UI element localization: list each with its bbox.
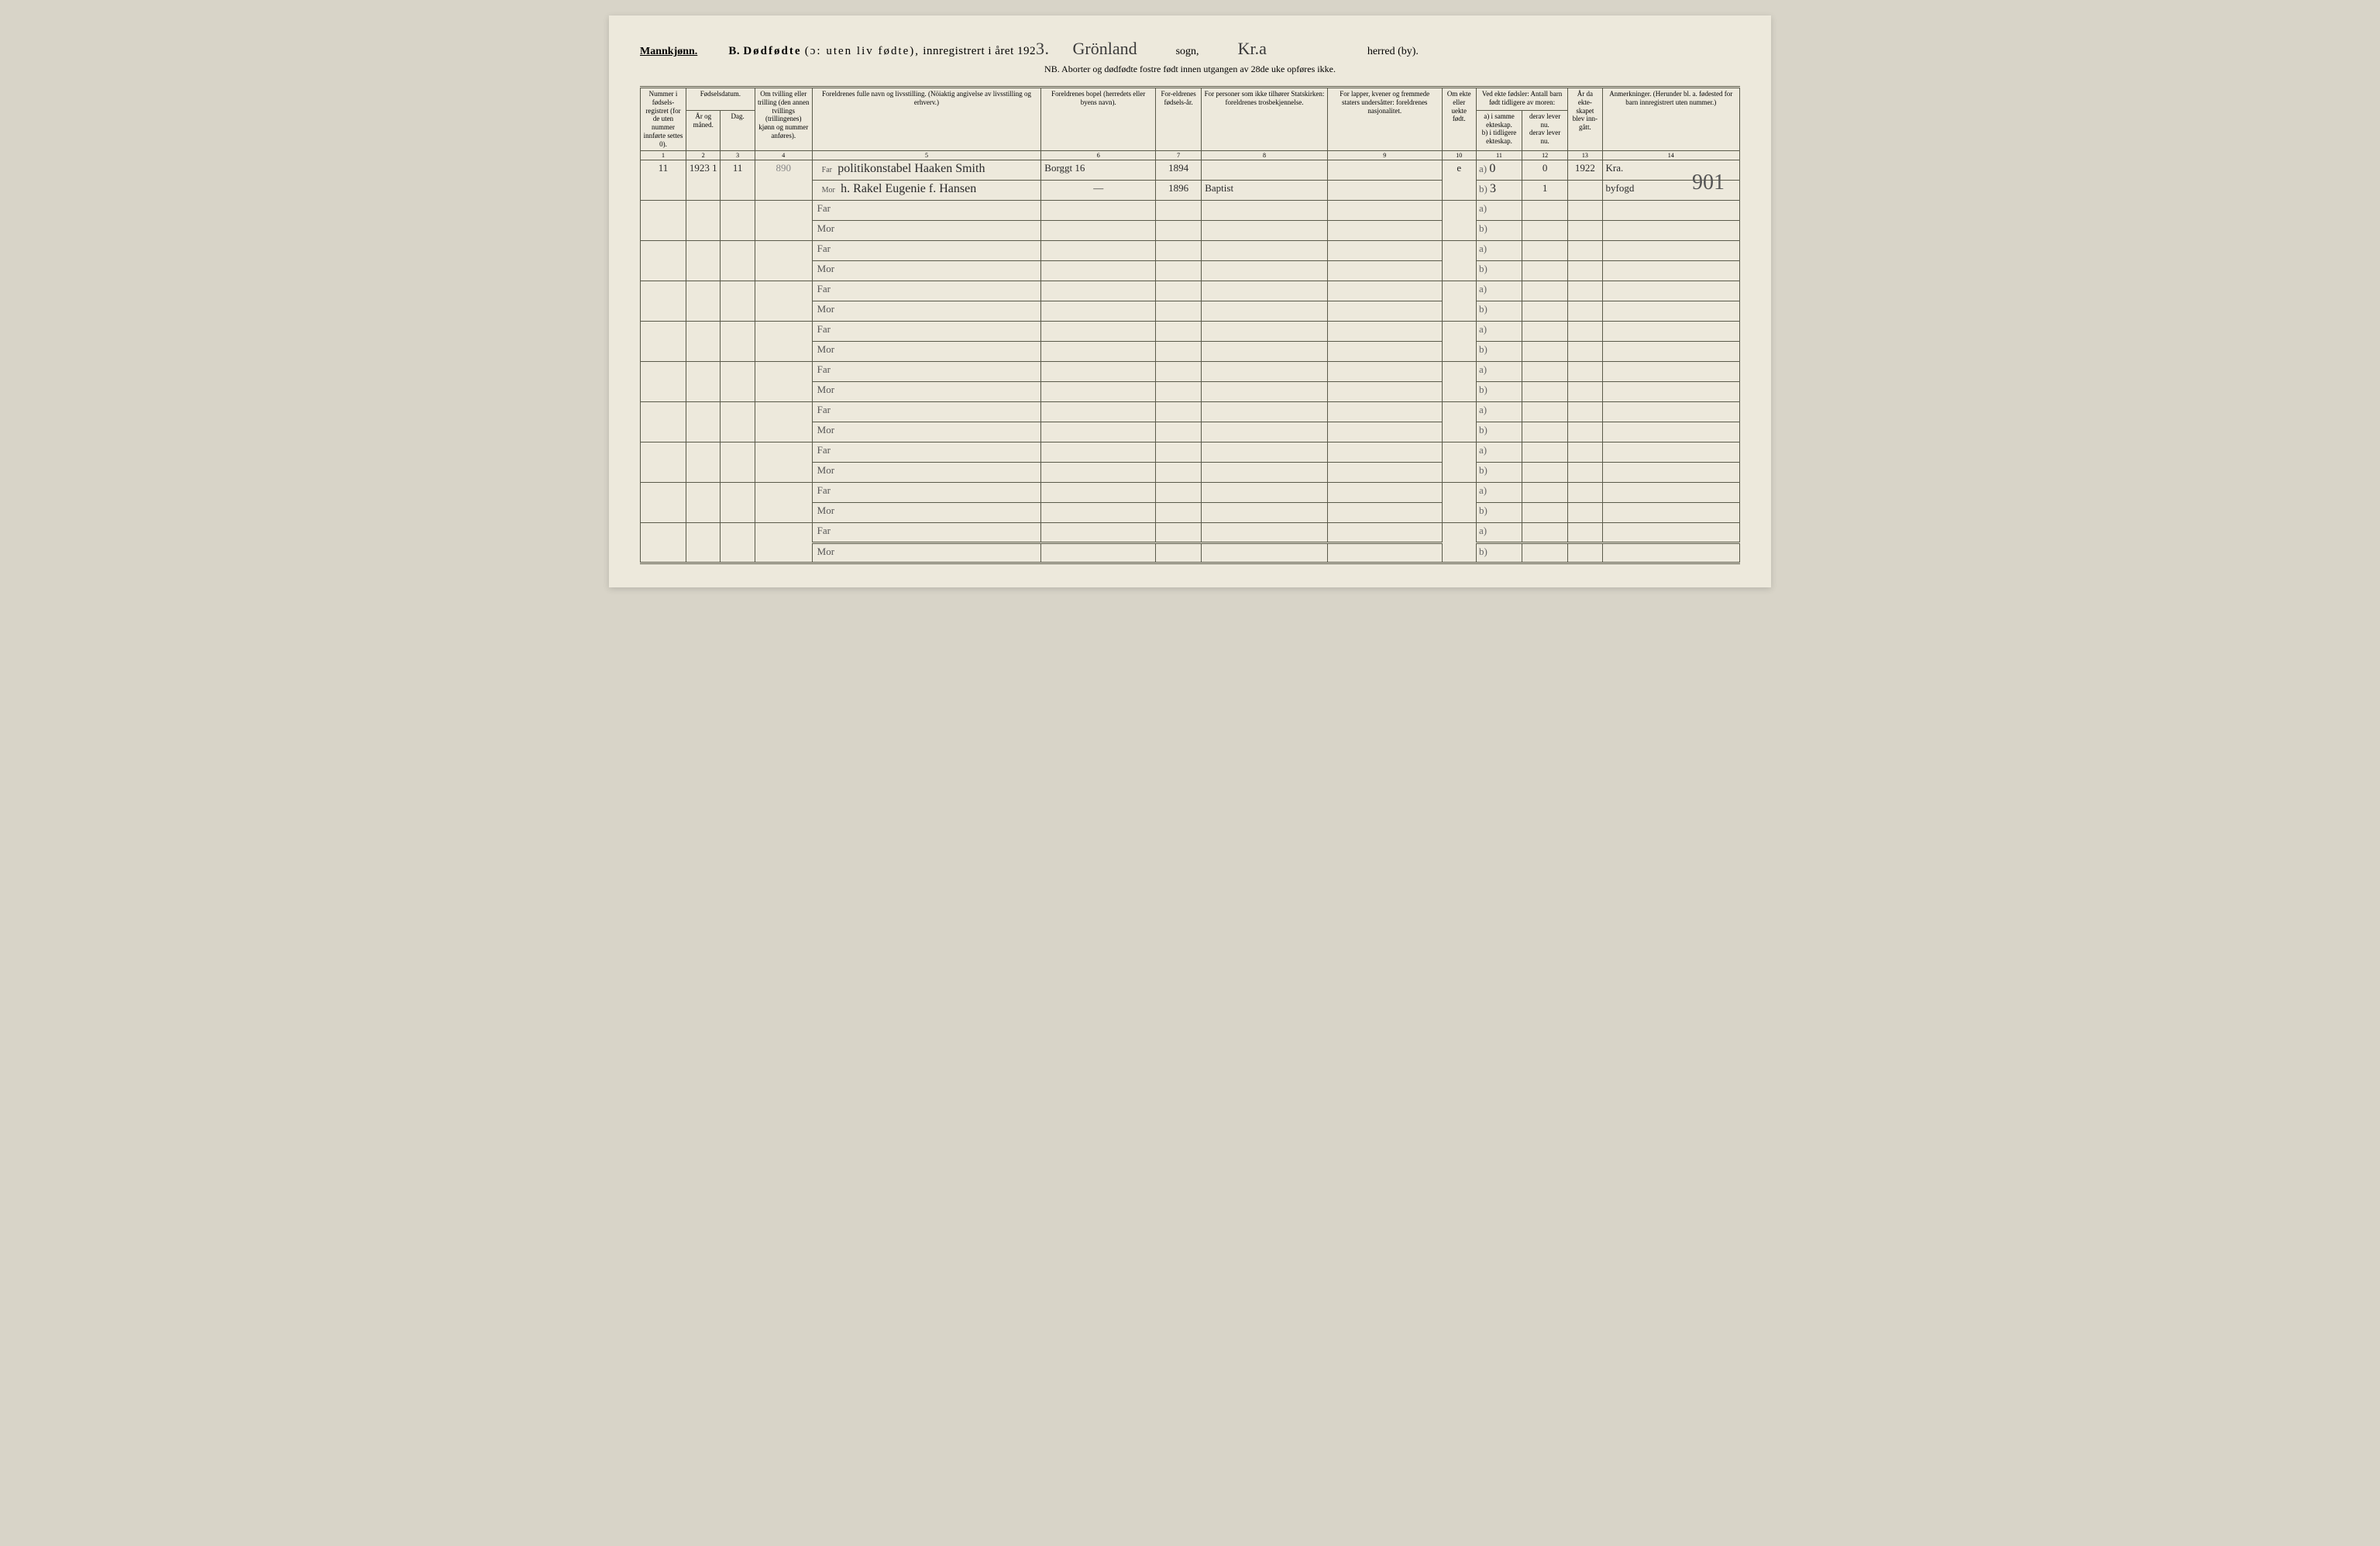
header: Mannkjønn. B. Dødfødte (ɔ: uten liv født… bbox=[640, 39, 1740, 59]
empty-far-row: Far a) bbox=[641, 201, 1740, 221]
title-paren: (ɔ: uten liv fødte), bbox=[805, 45, 920, 57]
herred-label: herred (by). bbox=[1367, 46, 1419, 58]
entry-far-name-cell: Far politikonstabel Haaken Smith bbox=[812, 160, 1041, 181]
far-name: politikonstabel Haaken Smith bbox=[834, 162, 985, 175]
colnum: 7 bbox=[1156, 150, 1202, 160]
empty-far-row: Far a) bbox=[641, 442, 1740, 463]
colnum: 5 bbox=[812, 150, 1041, 160]
entry-residence-mor: — bbox=[1041, 181, 1156, 201]
mor-label: Mor bbox=[817, 186, 835, 195]
year-suffix: 3. bbox=[1036, 39, 1050, 58]
ledger-page: Mannkjønn. B. Dødfødte (ɔ: uten liv født… bbox=[609, 15, 1771, 587]
empty-far-row: Far a) bbox=[641, 402, 1740, 422]
colnum: 14 bbox=[1602, 150, 1740, 160]
colnum: 6 bbox=[1041, 150, 1156, 160]
colnum: 11 bbox=[1476, 150, 1522, 160]
entry-day: 11 bbox=[721, 160, 755, 201]
title-prefix: B. bbox=[728, 45, 740, 57]
gender-label: Mannkjønn. bbox=[640, 46, 697, 58]
district-name: Kr.a bbox=[1238, 39, 1267, 59]
colnum: 8 bbox=[1202, 150, 1328, 160]
sogn-label: sogn, bbox=[1176, 46, 1199, 58]
colnum: 4 bbox=[755, 150, 812, 160]
col-header-12: derav lever nu. derav lever nu. bbox=[1522, 110, 1568, 150]
empty-far-row: Far a) bbox=[641, 322, 1740, 342]
empty-far-row: Far a) bbox=[641, 241, 1740, 261]
col-header-5: Foreldrenes fulle navn og livsstilling. … bbox=[812, 88, 1041, 151]
col-header-10: Om ekte eller uekte født. bbox=[1442, 88, 1476, 151]
title-reg: innregistrert i året 192 bbox=[923, 45, 1036, 57]
table-body: 11 1923 1 11 890 Far politikonstabel Haa… bbox=[641, 160, 1740, 563]
colnum: 1 bbox=[641, 150, 686, 160]
entry-number: 11 bbox=[641, 160, 686, 201]
col-header-7: For-eldrenes fødsels-år. bbox=[1156, 88, 1202, 151]
marriage-year-2 bbox=[1568, 181, 1602, 201]
colnum: 13 bbox=[1568, 150, 1602, 160]
col-header-11a: a) i samme ekteskap. b) i tidligere ekte… bbox=[1476, 110, 1522, 150]
sub-note: NB. Aborter og dødfødte fostre født inne… bbox=[640, 64, 1740, 75]
colnum: 10 bbox=[1442, 150, 1476, 160]
far-faith bbox=[1202, 160, 1328, 181]
col-header-2-group: Fødselsdatum. bbox=[686, 88, 755, 111]
colnum: 3 bbox=[721, 150, 755, 160]
title-main: Dødfødte bbox=[743, 45, 801, 57]
colnum: 12 bbox=[1522, 150, 1568, 160]
mor-name: h. Rakel Eugenie f. Hansen bbox=[837, 182, 976, 195]
empty-far-row: Far a) bbox=[641, 281, 1740, 301]
colnum: 9 bbox=[1327, 150, 1442, 160]
empty-far-row: Far a) bbox=[641, 523, 1740, 543]
b-lever: 1 bbox=[1522, 181, 1568, 201]
entry-ekte: e bbox=[1442, 160, 1476, 201]
colnum: 2 bbox=[686, 150, 721, 160]
col-header-4: Om tvilling eller trilling (den annen tv… bbox=[755, 88, 812, 151]
parish-name: Grönland bbox=[1073, 39, 1137, 59]
entry-mor-name-cell: Mor h. Rakel Eugenie f. Hansen bbox=[812, 181, 1041, 201]
mor-birth: 1896 bbox=[1156, 181, 1202, 201]
mor-nat bbox=[1327, 181, 1442, 201]
col-header-2b: Dag. bbox=[721, 110, 755, 150]
empty-far-row: Far a) bbox=[641, 483, 1740, 503]
title-line: B. Dødfødte (ɔ: uten liv fødte), innregi… bbox=[728, 39, 1049, 59]
ledger-table: Nummer i fødsels-registret (for de uten … bbox=[640, 86, 1740, 564]
col-header-11-group: Ved ekte fødsler: Antall barn født tidli… bbox=[1476, 88, 1567, 111]
table-header: Nummer i fødsels-registret (for de uten … bbox=[641, 88, 1740, 160]
col-header-13: År da ekte-skapet blev inn-gått. bbox=[1568, 88, 1602, 151]
entry-residence: Borggt 16 bbox=[1041, 160, 1156, 181]
entry-twin: 890 bbox=[755, 160, 812, 201]
a-cell: a) 0 bbox=[1476, 160, 1522, 181]
far-birth: 1894 bbox=[1156, 160, 1202, 181]
col-header-8: For personer som ikke tilhører Statskirk… bbox=[1202, 88, 1328, 151]
entry-far-row: 11 1923 1 11 890 Far politikonstabel Haa… bbox=[641, 160, 1740, 181]
empty-far-row: Far a) bbox=[641, 362, 1740, 382]
marriage-year: 1922 bbox=[1568, 160, 1602, 181]
col-header-1: Nummer i fødsels-registret (for de uten … bbox=[641, 88, 686, 151]
page-mark: 901 bbox=[1692, 170, 1725, 195]
far-label: Far bbox=[817, 166, 832, 174]
far-nat bbox=[1327, 160, 1442, 181]
entry-year-month: 1923 1 bbox=[686, 160, 721, 201]
mor-faith: Baptist bbox=[1202, 181, 1328, 201]
a-lever: 0 bbox=[1522, 160, 1568, 181]
col-header-14: Anmerkninger. (Herunder bl. a. fødested … bbox=[1602, 88, 1740, 151]
col-header-2a: År og måned. bbox=[686, 110, 721, 150]
col-header-6: Foreldrenes bopel (herredets eller byens… bbox=[1041, 88, 1156, 151]
col-header-9: For lapper, kvener og fremmede staters u… bbox=[1327, 88, 1442, 151]
b-cell: b) 3 bbox=[1476, 181, 1522, 201]
